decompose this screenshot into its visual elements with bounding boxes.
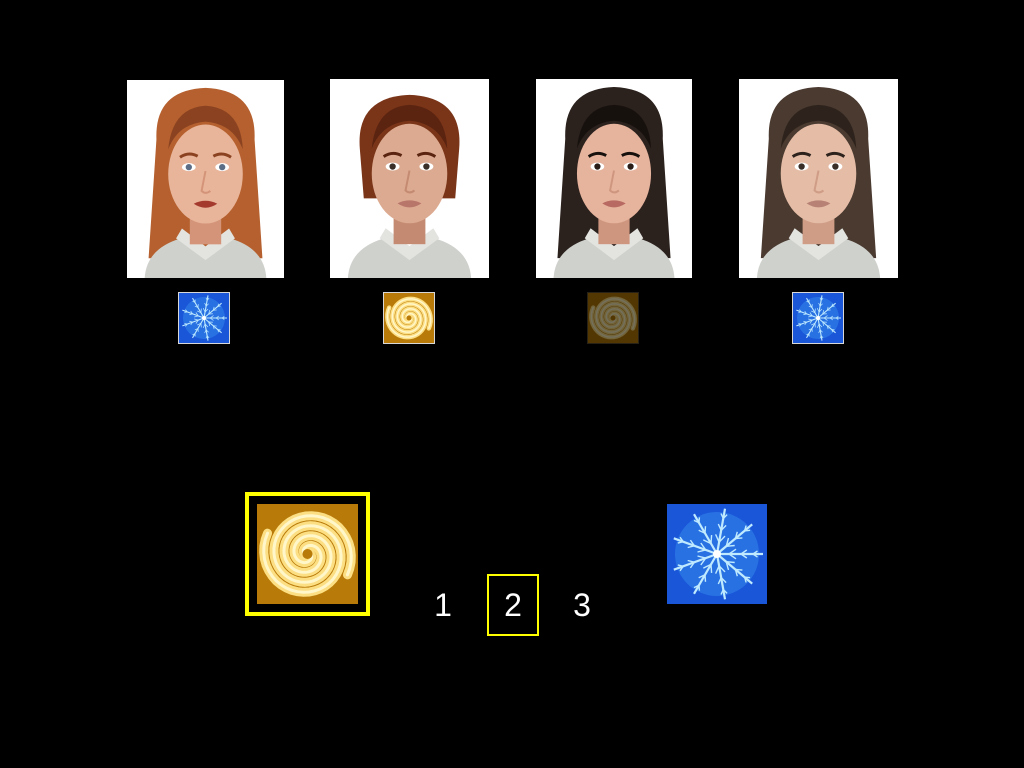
spiral-fractal-icon (384, 293, 434, 343)
choice-right[interactable] (667, 504, 767, 604)
snowflake-fractal-icon (667, 504, 767, 604)
face-photo-3 (536, 79, 692, 278)
rating-option-1[interactable]: 1 (434, 587, 452, 623)
thumbnail-1 (178, 292, 230, 344)
thumbnail-4 (792, 292, 844, 344)
portrait-image (127, 80, 284, 278)
selected-choice-frame (245, 492, 370, 616)
choice-left[interactable] (257, 504, 358, 604)
portrait-image (330, 79, 489, 278)
spiral-fractal-icon (257, 504, 358, 604)
face-photo-4 (739, 79, 898, 278)
thumbnail-2 (383, 292, 435, 344)
rating-option-3[interactable]: 3 (573, 587, 591, 623)
thumbnail-3 (587, 292, 639, 344)
rating-option-2[interactable]: 2 (504, 587, 522, 623)
portrait-image (536, 79, 692, 278)
rating-selection-box (487, 574, 539, 636)
snowflake-fractal-icon (179, 293, 229, 343)
spiral-fractal-icon (588, 293, 638, 343)
face-photo-2 (330, 79, 489, 278)
snowflake-fractal-icon (793, 293, 843, 343)
portrait-image (739, 79, 898, 278)
face-photo-1 (127, 80, 284, 278)
